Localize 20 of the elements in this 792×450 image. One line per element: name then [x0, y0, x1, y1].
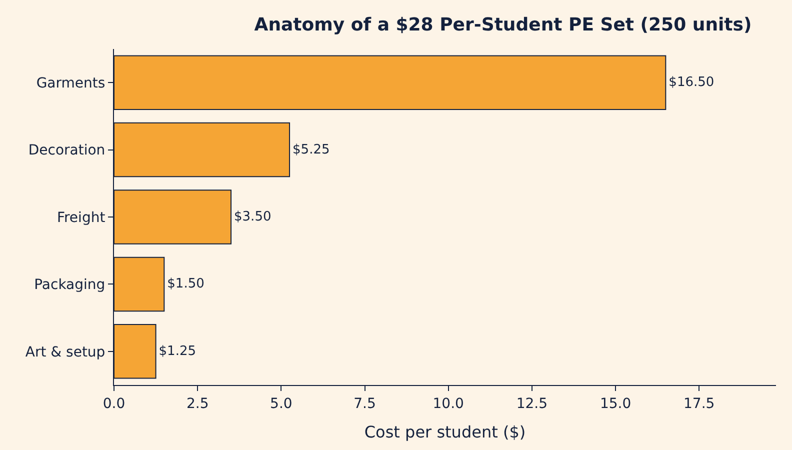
y-tick-label: Garments	[36, 76, 106, 92]
data-label: $1.25	[158, 344, 196, 359]
x-tick-label: 5.0	[270, 396, 292, 412]
x-tick-label: 0.0	[102, 396, 126, 412]
data-label: $1.50	[167, 276, 204, 292]
x-axis-title: Cost per student ($)	[364, 422, 526, 442]
x-tick-label: 7.5	[354, 396, 376, 412]
x-tick-label: 10.0	[432, 396, 464, 412]
y-tick-label: Freight	[56, 210, 106, 226]
x-tick-label: 2.5	[186, 396, 209, 412]
y-tick-label: Art & setup	[25, 344, 106, 360]
data-label: $16.50	[668, 75, 714, 90]
x-tick-label: 17.5	[684, 396, 715, 412]
data-label: $3.50	[234, 210, 272, 224]
x-tick-label: 12.5	[516, 396, 548, 412]
x-tick-label: 15.0	[600, 396, 632, 412]
y-tick-label: Packaging	[34, 277, 106, 294]
data-label: $5.25	[292, 142, 330, 158]
y-tick-label: Decoration	[28, 142, 106, 159]
chart-title: Anatomy of a $28 Per-Student PE Set (250 units)	[254, 14, 752, 36]
